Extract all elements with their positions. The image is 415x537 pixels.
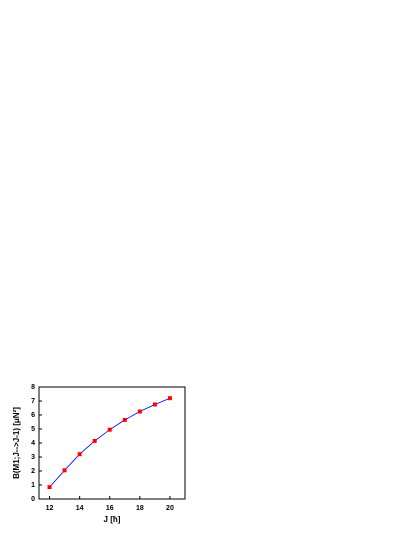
y-tick-label: 8 bbox=[31, 384, 35, 391]
y-axis-title: B(M1;J-->J-1) [μN²] bbox=[12, 407, 21, 479]
data-point bbox=[122, 417, 127, 422]
plot-frame bbox=[38, 386, 186, 500]
y-tick-label: 0 bbox=[31, 496, 35, 503]
data-point bbox=[47, 485, 52, 490]
data-point bbox=[167, 396, 172, 401]
x-tick-label: 18 bbox=[136, 505, 144, 512]
x-tick-label: 20 bbox=[166, 505, 174, 512]
data-point bbox=[77, 452, 82, 457]
y-tick-label: 5 bbox=[31, 426, 35, 433]
series-line bbox=[49, 397, 171, 488]
y-tick-label: 7 bbox=[31, 398, 35, 405]
data-point bbox=[62, 468, 67, 473]
data-point bbox=[107, 427, 112, 432]
x-tick-label: 16 bbox=[106, 505, 114, 512]
data-point bbox=[152, 402, 157, 407]
x-axis-title: J [ħ] bbox=[104, 515, 121, 524]
y-tick-label: 3 bbox=[31, 454, 35, 461]
y-tick-label: 6 bbox=[31, 412, 35, 419]
y-tick-label: 2 bbox=[31, 468, 35, 475]
data-point bbox=[92, 438, 97, 443]
x-tick-label: 14 bbox=[76, 505, 84, 512]
y-tick-label: 1 bbox=[31, 482, 35, 489]
y-tick-label: 4 bbox=[31, 440, 35, 447]
data-point bbox=[137, 409, 142, 414]
x-tick-label: 12 bbox=[46, 505, 54, 512]
